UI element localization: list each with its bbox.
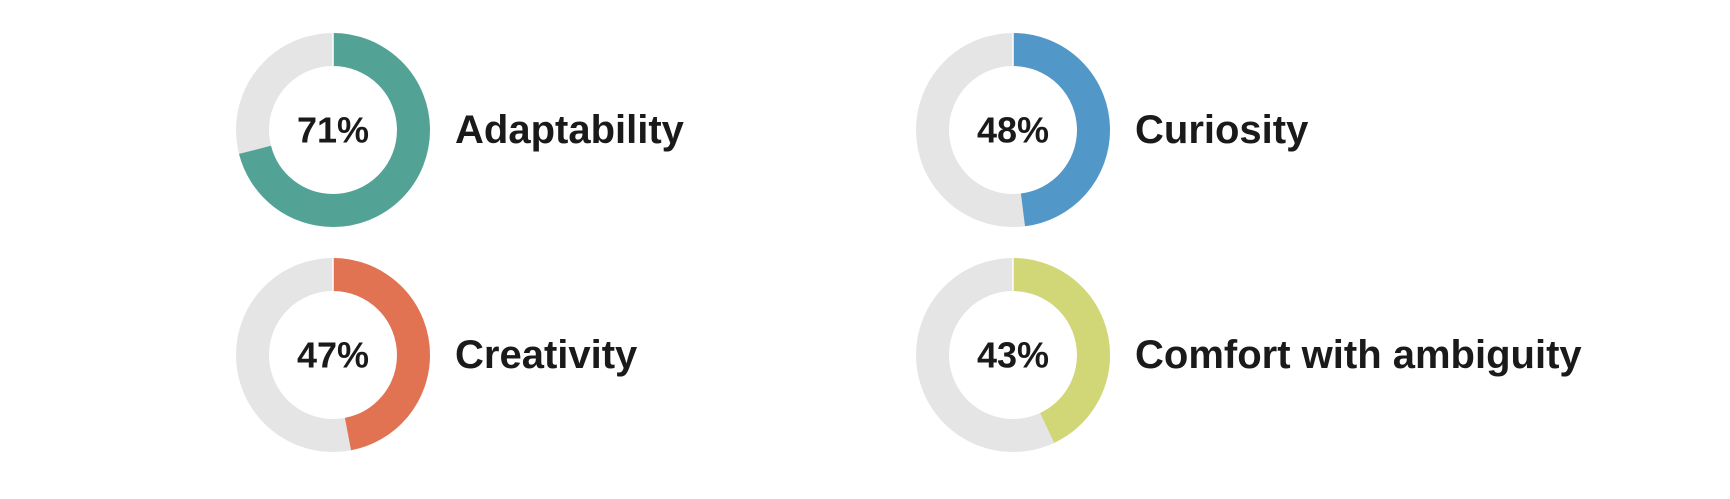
category-label: Adaptability: [455, 108, 685, 152]
value-label: 43%: [977, 335, 1049, 376]
value-label: 47%: [297, 335, 369, 376]
category-label: Creativity: [455, 333, 638, 377]
category-label: Comfort with ambiguity: [1135, 333, 1582, 377]
value-label: 48%: [977, 110, 1049, 151]
value-label: 71%: [297, 110, 369, 151]
category-label: Curiosity: [1135, 108, 1309, 152]
